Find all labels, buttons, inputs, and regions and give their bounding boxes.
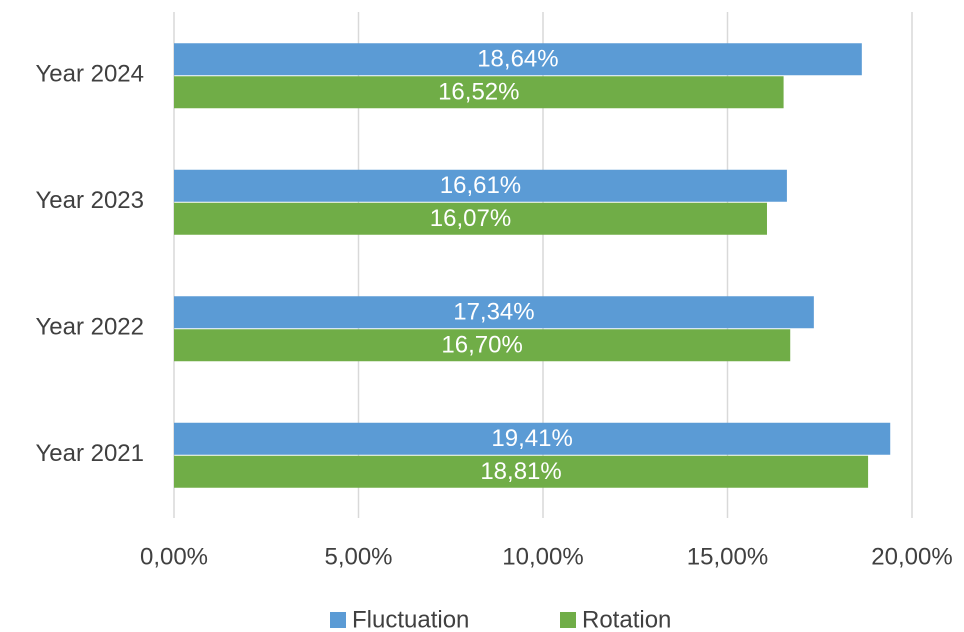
bar [174,329,791,362]
data-label: 18,64% [477,46,558,73]
x-tick-label: 20,00% [871,543,952,570]
y-tick-label: Year 2024 [35,61,144,88]
data-label: 16,52% [438,79,519,106]
y-tick-label: Year 2021 [35,440,144,467]
x-tick-label: 5,00% [324,543,392,570]
bar [174,422,891,455]
legend-swatch [560,612,576,628]
y-tick-label: Year 2023 [35,187,144,214]
data-label: 18,81% [480,458,561,485]
legend-swatch [330,612,346,628]
data-label: 16,07% [430,205,511,232]
bar [174,296,814,329]
data-label: 17,34% [453,299,534,326]
bar [174,169,787,202]
data-label: 16,61% [440,172,521,199]
bar [174,43,862,76]
legend-label: Rotation [582,606,671,632]
bar [174,455,869,488]
data-label: 16,70% [441,332,522,359]
x-tick-label: 0,00% [140,543,208,570]
data-label: 19,41% [491,425,572,452]
bar [174,202,767,235]
x-tick-label: 10,00% [502,543,583,570]
legend-label: Fluctuation [352,606,469,632]
y-tick-label: Year 2022 [35,314,144,341]
x-tick-label: 15,00% [687,543,768,570]
bar [174,76,784,109]
